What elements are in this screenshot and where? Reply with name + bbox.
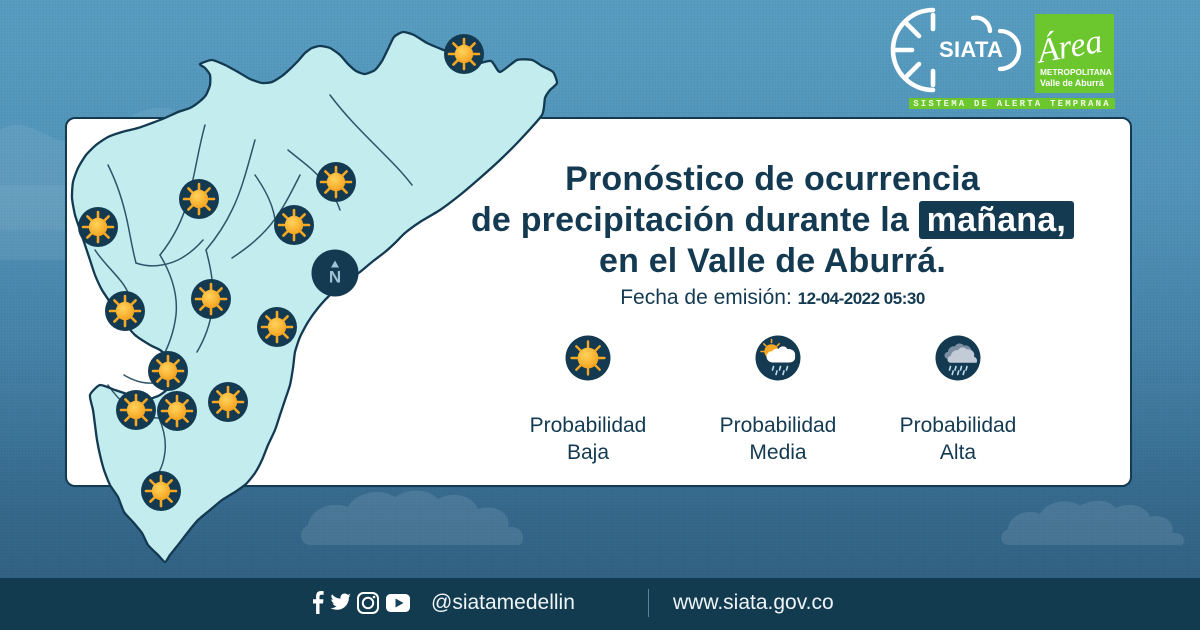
svg-text:Área: Área [1035, 23, 1105, 71]
svg-text:METROPOLITANA: METROPOLITANA [1040, 67, 1112, 77]
svg-text:Valle de Aburrá: Valle de Aburrá [1040, 78, 1104, 88]
svg-text:SIATA: SIATA [939, 37, 1003, 62]
